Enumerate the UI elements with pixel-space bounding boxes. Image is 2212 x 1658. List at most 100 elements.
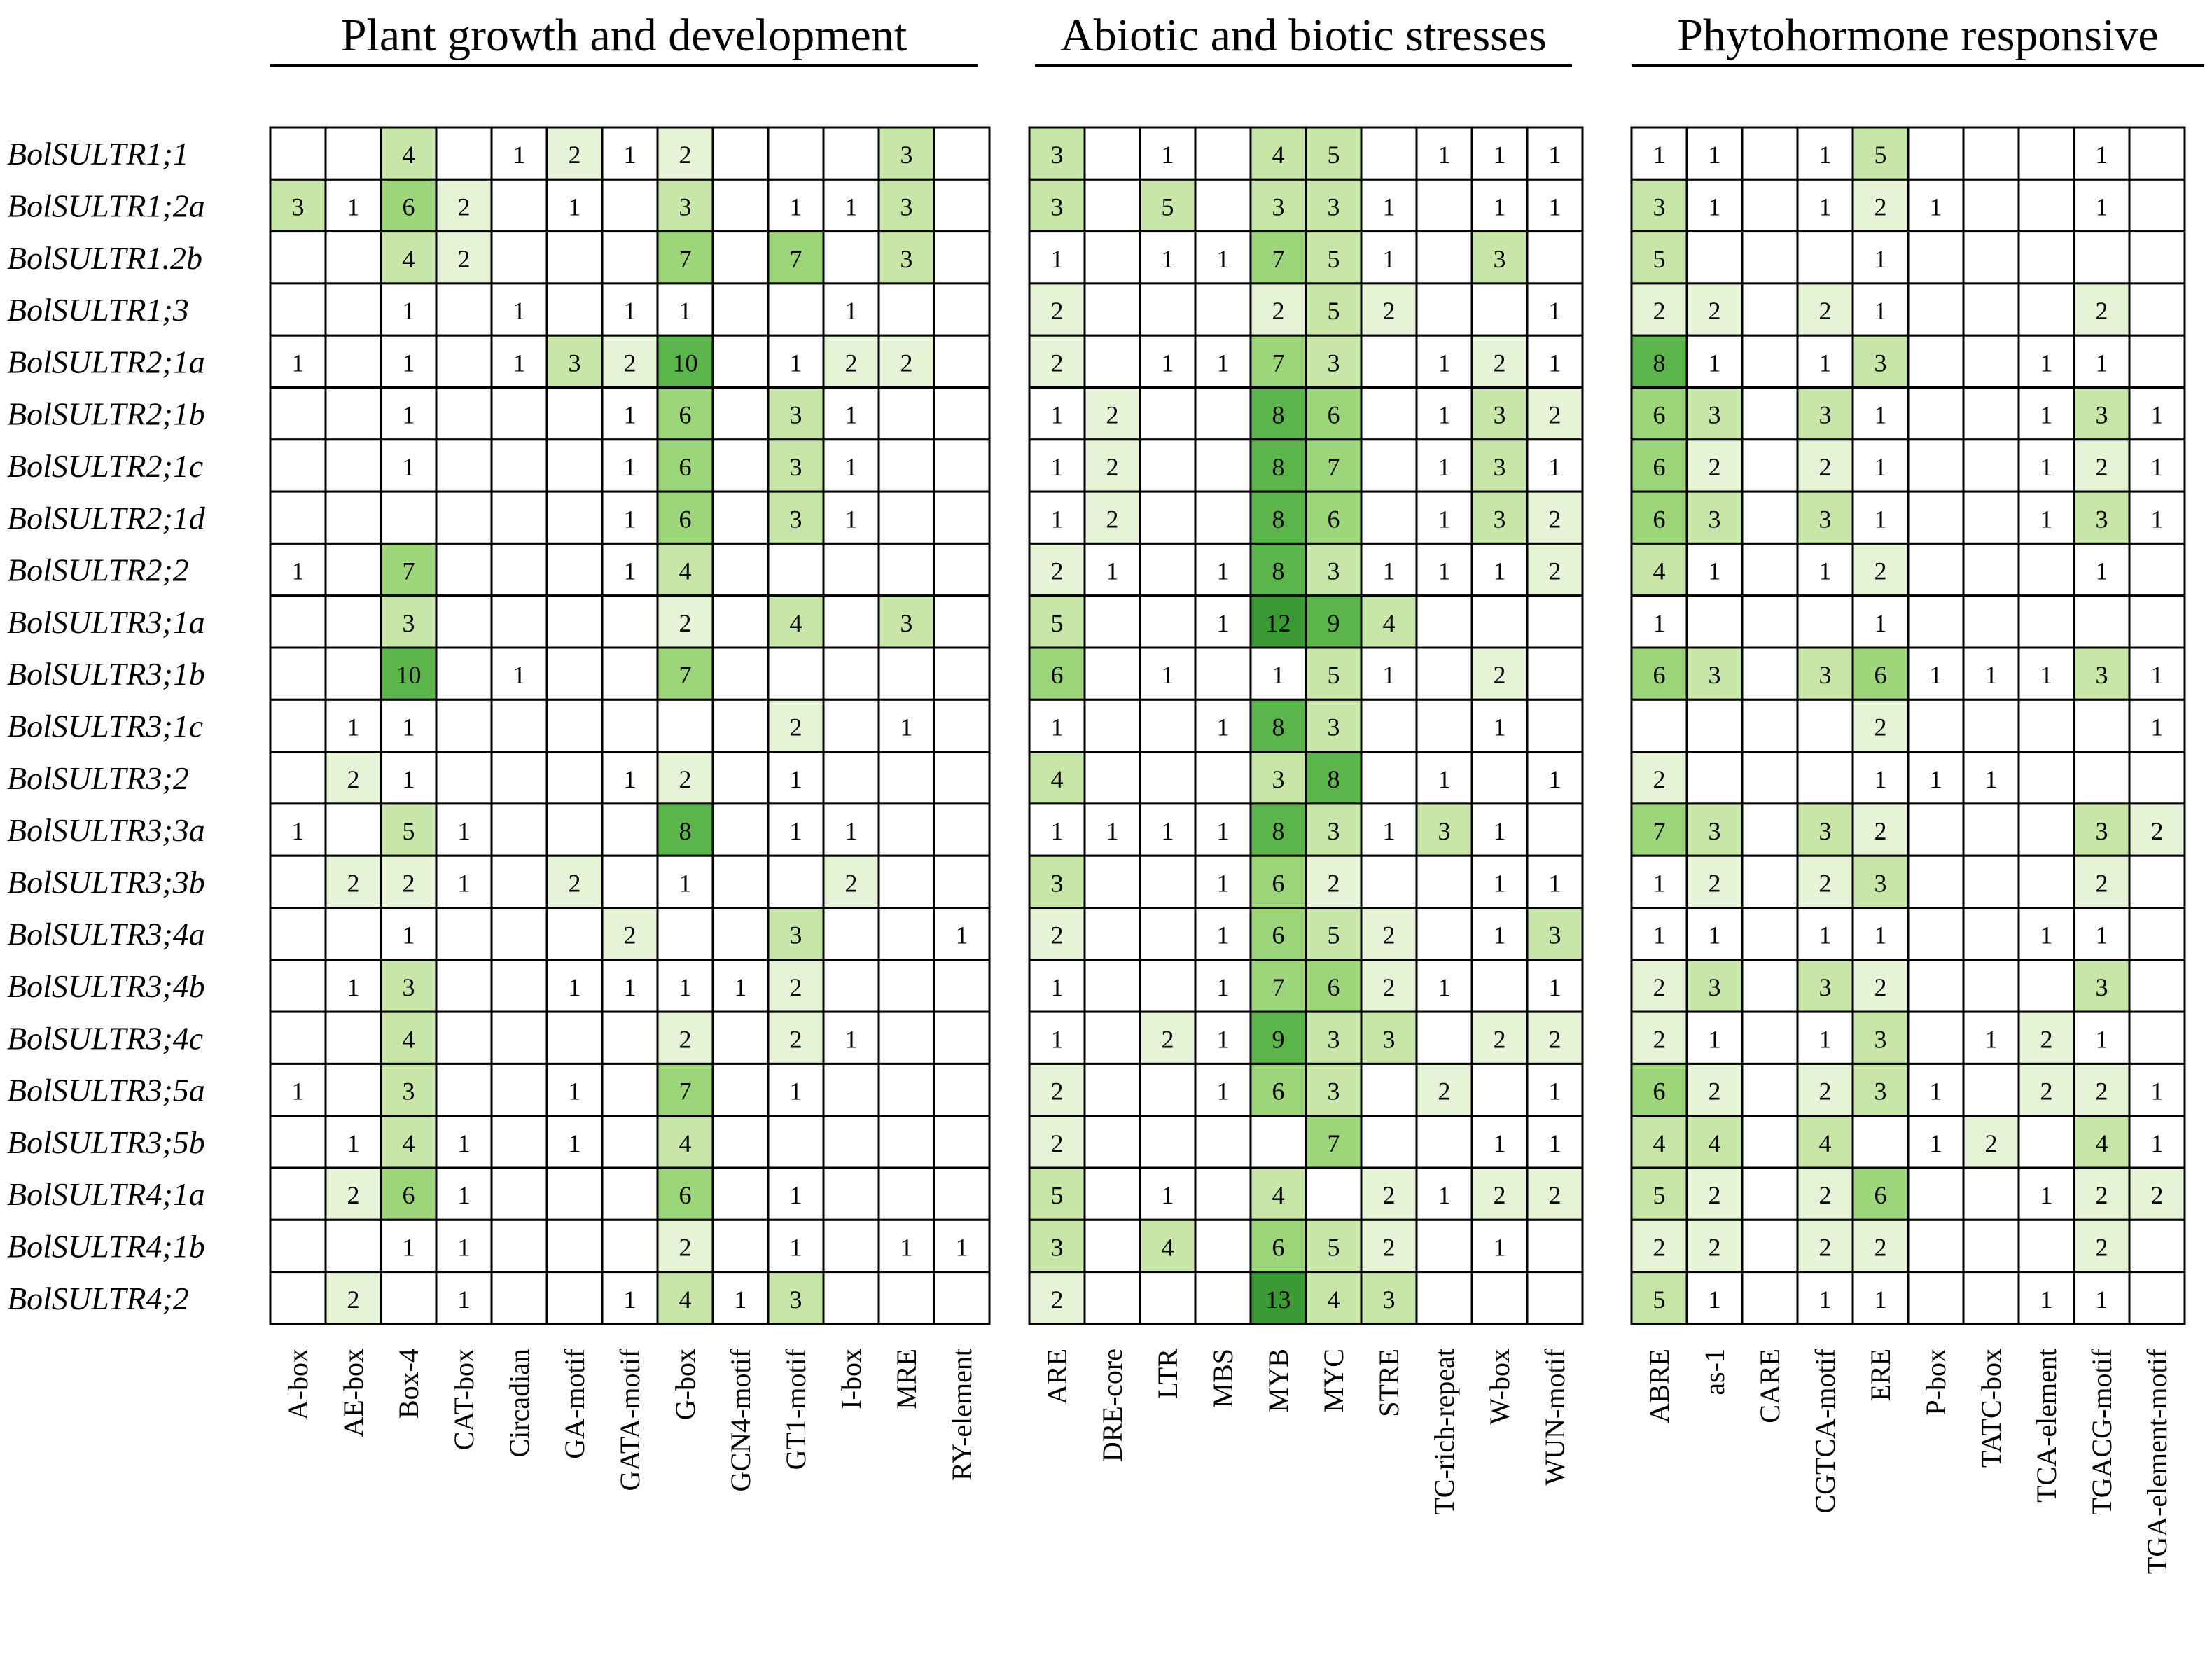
heatmap-cell (1139, 386, 1197, 441)
cell-value: 2 (403, 869, 415, 897)
cell-value: 4 (1051, 765, 1064, 793)
heatmap-cell (711, 1166, 770, 1221)
cell-value: 3 (1709, 505, 1721, 533)
cell-value: 1 (1051, 1025, 1064, 1053)
cell-value: 1 (458, 1181, 471, 1209)
cell-value: 6 (679, 1181, 692, 1209)
cell-value: 1 (1819, 1025, 1832, 1053)
heatmap-cell (2128, 698, 2186, 753)
heatmap-cell (877, 802, 935, 857)
heatmap-cell (1907, 854, 1965, 909)
heatmap-cell (767, 646, 825, 701)
cell-value: 3 (403, 973, 415, 1001)
heatmap-cell (324, 698, 382, 753)
heatmap-cell (1083, 230, 1141, 285)
heatmap-cell (2128, 594, 2186, 649)
heatmap-cell (1741, 490, 1799, 545)
cell-value: 4 (679, 1286, 692, 1314)
heatmap-cell (380, 542, 438, 597)
cell-value: 1 (735, 973, 747, 1001)
cell-value: 2 (1653, 973, 1666, 1001)
cell-value: 1 (624, 297, 637, 325)
heatmap-cell (1962, 1166, 2020, 1221)
cell-value: 6 (1328, 505, 1340, 533)
cell-value: 10 (673, 349, 698, 377)
heatmap-cell (656, 178, 714, 233)
column-label: TCA-element (2031, 1349, 2062, 1503)
heatmap-cell (2073, 386, 2131, 441)
heatmap-cell (2017, 751, 2075, 805)
heatmap-cell (1415, 959, 1473, 1013)
column-label: TGACG-motif (2086, 1348, 2117, 1514)
heatmap-cell (490, 438, 548, 493)
cell-value: 5 (1051, 1181, 1064, 1209)
heatmap-cell (822, 959, 880, 1013)
row-label: BolSULTR3;1a (7, 604, 205, 640)
cell-value: 1 (790, 349, 802, 377)
heatmap-cell (1907, 1062, 1965, 1117)
heatmap-cell (1470, 230, 1529, 285)
heatmap-cell (269, 542, 327, 597)
heatmap-cell (1028, 751, 1086, 805)
heatmap-cell (711, 386, 770, 441)
heatmap-cell (822, 282, 880, 337)
heatmap-cell (1249, 438, 1307, 493)
heatmap-cell (2073, 1271, 2131, 1325)
heatmap-cell (877, 178, 935, 233)
heatmap-cell (1360, 959, 1418, 1013)
cell-value: 1 (2096, 921, 2108, 949)
cell-value: 4 (403, 1025, 415, 1053)
heatmap-cell (1741, 751, 1799, 805)
cell-value: 2 (1051, 921, 1064, 949)
cell-value: 3 (1549, 921, 1561, 949)
heatmap-cell (1685, 751, 1744, 805)
cell-value: 1 (1819, 141, 1832, 169)
heatmap-cell (822, 698, 880, 753)
group-title: Abiotic and biotic stresses (1060, 10, 1547, 61)
heatmap-cell (490, 490, 548, 545)
heatmap-cell (435, 959, 493, 1013)
heatmap-cell (1526, 1166, 1584, 1221)
heatmap-cell (2017, 230, 2075, 285)
heatmap-cell (1194, 438, 1252, 493)
heatmap-cell (324, 126, 382, 181)
heatmap-cell (1415, 698, 1473, 753)
heatmap-cell (1139, 698, 1197, 753)
heatmap-cell (435, 1010, 493, 1065)
row-label: BolSULTR1;1 (7, 136, 189, 172)
cell-value: 2 (2040, 1078, 2053, 1106)
cell-value: 6 (1328, 401, 1340, 429)
cell-value: 9 (1328, 609, 1340, 637)
heatmap-cell (767, 1271, 825, 1325)
heatmap-cell (933, 334, 991, 389)
heatmap-cell (324, 959, 382, 1013)
heatmap-cell (1305, 490, 1363, 545)
heatmap-cell (1249, 386, 1307, 441)
cell-value: 1 (2151, 1129, 2164, 1157)
heatmap-cell (1526, 542, 1584, 597)
cell-value: 1 (679, 869, 692, 897)
heatmap-cell (1907, 698, 1965, 753)
heatmap-cell (1796, 1062, 1854, 1117)
heatmap-cell (822, 854, 880, 909)
cell-value: 2 (1709, 1078, 1721, 1106)
cell-value: 2 (1819, 297, 1832, 325)
heatmap-cell (2128, 1218, 2186, 1274)
heatmap-cell (1741, 854, 1799, 909)
cell-value: 1 (956, 1233, 968, 1261)
heatmap-cell (1796, 698, 1854, 753)
heatmap-cell (1962, 1062, 2020, 1117)
heatmap-cell (1851, 751, 1910, 805)
cell-value: 1 (2096, 193, 2108, 221)
heatmap-cell (1083, 907, 1141, 961)
heatmap-cell (767, 230, 825, 285)
heatmap-cell (269, 334, 327, 389)
cell-value: 1 (458, 817, 471, 845)
heatmap-cell (1630, 1062, 1688, 1117)
heatmap-cell (601, 854, 659, 909)
cell-value: 6 (1051, 661, 1064, 689)
row-label: BolSULTR2;1a (7, 344, 205, 379)
heatmap-cell (711, 594, 770, 649)
heatmap-cell (1305, 1115, 1363, 1169)
heatmap-cell (1526, 1010, 1584, 1065)
